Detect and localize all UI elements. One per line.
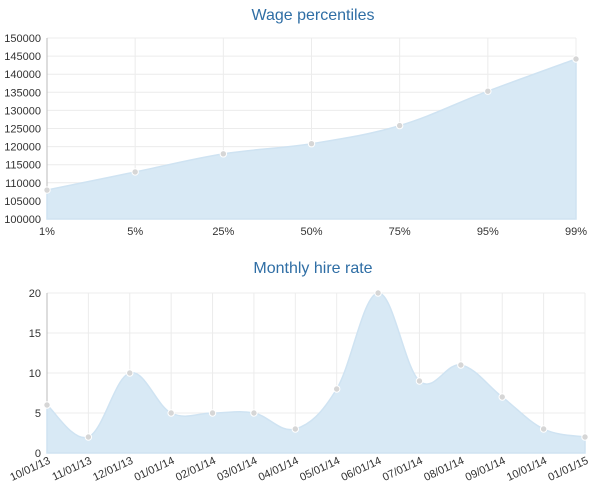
data-point[interactable]: [484, 87, 492, 95]
y-tick-label: 15: [29, 328, 41, 340]
x-tick-label: 11/01/13: [51, 455, 94, 484]
data-point[interactable]: [84, 433, 93, 441]
y-tick-label: 150000: [4, 33, 41, 45]
y-tick-label: 140000: [4, 69, 41, 81]
data-point[interactable]: [208, 409, 217, 417]
data-point[interactable]: [374, 289, 382, 297]
x-tick-label: 5%: [127, 226, 143, 238]
x-tick-label: 75%: [389, 226, 411, 238]
x-tick-label: 08/01/14: [422, 455, 466, 484]
x-tick-label: 12/01/13: [91, 455, 135, 484]
y-tick-label: 115000: [5, 160, 41, 172]
data-point[interactable]: [457, 361, 465, 369]
y-tick-label: 105000: [4, 196, 41, 208]
x-tick-label: 09/01/14: [464, 455, 508, 484]
y-tick-label: 100000: [4, 214, 41, 226]
x-tick-label: 01/01/14: [133, 455, 177, 484]
x-tick-label: 10/01/13: [8, 455, 52, 484]
x-tick-label: 04/01/14: [257, 455, 301, 484]
data-point[interactable]: [581, 433, 589, 441]
x-tick-label: 05/01/14: [298, 455, 342, 484]
y-tick-label: 5: [35, 408, 41, 420]
x-tick-label: 07/01/14: [381, 455, 425, 484]
y-tick-label: 125000: [4, 124, 41, 136]
y-tick-label: 145000: [4, 51, 41, 63]
x-tick-label: 50%: [300, 226, 322, 238]
x-tick-label: 02/01/14: [174, 455, 218, 484]
y-tick-label: 135000: [4, 87, 41, 99]
monthly-hire-rate-chart: Monthly hire rate 0 5 10 15 20 10/01/1311/01…: [8, 260, 590, 484]
y-tick-label: 20: [29, 288, 41, 300]
x-tick-label: 06/01/14: [339, 455, 383, 484]
y-tick-label: 130000: [4, 105, 41, 117]
y-tick-label: 120000: [4, 142, 41, 154]
x-tick-label: 99%: [565, 226, 587, 238]
data-point[interactable]: [332, 385, 341, 393]
x-tick-label: 25%: [212, 226, 234, 238]
data-point[interactable]: [498, 393, 506, 401]
chart-title: Wage percentiles: [251, 7, 374, 24]
data-point[interactable]: [415, 377, 424, 385]
x-tick-label: 03/01/14: [215, 455, 259, 484]
y-tick-label: 0: [35, 448, 41, 460]
data-point[interactable]: [307, 140, 316, 148]
chart-title: Monthly hire rate: [253, 260, 372, 277]
data-point[interactable]: [572, 55, 580, 63]
data-point[interactable]: [43, 401, 51, 409]
data-point[interactable]: [131, 168, 139, 176]
data-point[interactable]: [43, 186, 51, 194]
x-tick-label: 1%: [39, 226, 55, 238]
y-tick-label: 10: [29, 368, 41, 380]
x-tick-label: 01/01/15: [546, 455, 590, 484]
x-tick-label: 95%: [477, 226, 499, 238]
data-point[interactable]: [539, 425, 548, 433]
data-point[interactable]: [219, 150, 228, 158]
data-point[interactable]: [250, 409, 258, 417]
data-point[interactable]: [126, 369, 134, 377]
data-point[interactable]: [167, 409, 175, 417]
wage-percentiles-chart: Wage percentiles 100000 105000 110000 11500…: [4, 7, 587, 238]
y-tick-label: 110000: [5, 178, 41, 190]
data-point[interactable]: [291, 425, 300, 433]
x-tick-label: 10/01/14: [505, 455, 549, 484]
data-point[interactable]: [395, 121, 404, 130]
